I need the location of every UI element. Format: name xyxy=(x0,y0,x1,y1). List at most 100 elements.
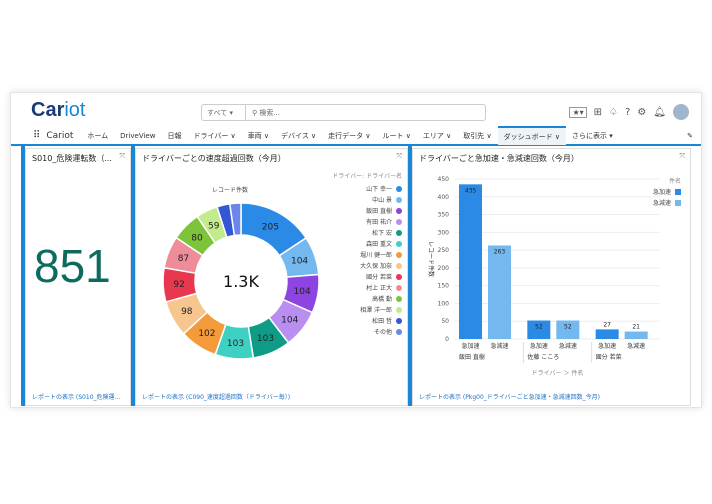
panel-accel: ドライバーごと急加速・急減速回数（今月） ⤧ 0 50 100 150 200 250 30… xyxy=(412,148,691,406)
legend-swatch xyxy=(675,189,681,195)
y-tick-label: 450 xyxy=(438,176,450,183)
edit-nav-icon[interactable]: ✎ xyxy=(687,131,693,140)
nav-item[interactable]: 車両 ∨ xyxy=(247,131,270,140)
x-category-label: 急加速 xyxy=(461,342,479,350)
panel-title: S010_危険運転数（... xyxy=(32,154,112,163)
legend-label: 國分 若菜 xyxy=(366,274,392,281)
bar-value-label: 263 xyxy=(494,248,506,255)
donut-slice xyxy=(228,202,242,237)
legend-swatch xyxy=(396,218,402,225)
legend-item[interactable]: 有田 祐介 xyxy=(332,216,402,227)
legend-item[interactable]: 相澤 洋一郎 xyxy=(332,304,402,315)
legend-swatch xyxy=(396,273,402,280)
legend-swatch xyxy=(396,251,402,258)
legend-item[interactable]: 堀川 健一郎 xyxy=(332,249,402,260)
legend-item[interactable]: 村上 正大 xyxy=(332,282,402,293)
view-report-link[interactable]: レポートの表示 (Pkg00_ドライバーごと急加速・急減速回数_今月) xyxy=(419,394,601,401)
search-scope-select[interactable]: すべて ▾ xyxy=(202,105,246,120)
legend-item[interactable]: 松下 宏 xyxy=(332,227,402,238)
legend-label: 中山 景 xyxy=(372,197,392,204)
legend-label: 松田 哲 xyxy=(372,318,392,325)
legend-label: 高橋 勤 xyxy=(372,296,392,303)
gear-icon[interactable]: ⚙ xyxy=(637,106,647,118)
slice-label: 102 xyxy=(198,329,215,339)
bar-value-label: 52 xyxy=(564,324,572,331)
legend-swatch xyxy=(396,185,402,192)
legend-item[interactable]: 國分 若菜 xyxy=(332,271,402,282)
expand-icon[interactable]: ⤧ xyxy=(396,152,402,160)
legend-title: ドライバー: ドライバー名 xyxy=(332,173,402,180)
legend-swatch xyxy=(396,295,402,302)
nav-item[interactable]: ダッシュボード ∨ xyxy=(497,126,566,145)
expand-icon[interactable]: ⤧ xyxy=(119,152,125,160)
donut-legend: ドライバー: ドライバー名 山下 幸一中山 景飯田 直樹 有田 祐介 松下 宏森田 … xyxy=(332,171,402,337)
legend-label: 大久保 加奈 xyxy=(360,263,392,270)
avatar[interactable] xyxy=(673,104,689,120)
panel-title: ドライバーごと急加速・急減速回数（今月） xyxy=(419,154,579,163)
legend-swatch xyxy=(396,207,402,214)
x-category-label: 急減速 xyxy=(490,342,508,350)
global-header: Cariot すべて ▾ ⚲ 検索... ★▾ ⊞ ♤ ? ⚙ 🔔︎ xyxy=(11,93,701,127)
cariot-logo[interactable]: Cariot xyxy=(31,99,86,121)
panel-speeding: ドライバーごとの速度超過回数（今月） ⤧ レコード件数 205 104 104 104… xyxy=(135,148,408,406)
bar xyxy=(488,245,511,339)
slice-label: 103 xyxy=(257,334,274,344)
bar-value-label: 52 xyxy=(535,324,543,331)
donut-center-total: 1.3K xyxy=(223,272,259,291)
legend-item[interactable]: 中山 景 xyxy=(332,194,402,205)
slice-label: 80 xyxy=(191,233,203,243)
view-report-link[interactable]: レポートの表示 (C090_速度超過回数（ドライバー毎）) xyxy=(142,394,291,401)
add-icon[interactable]: ⊞ xyxy=(593,106,603,118)
legend-item[interactable]: 山下 幸一 xyxy=(332,183,402,194)
legend-item[interactable]: 高橋 勤 xyxy=(332,293,402,304)
y-tick-label: 250 xyxy=(438,247,450,254)
legend-item[interactable]: 松田 哲 xyxy=(332,315,402,326)
slice-label: 205 xyxy=(262,222,279,232)
trailhead-icon[interactable]: ♤ xyxy=(609,106,619,118)
nav-bar: ⠿ Cariot ホーム DriveView 日報 ドライバー ∨ 車両 ∨ デバイス ∨… xyxy=(11,126,701,146)
slice-label: 92 xyxy=(173,280,184,290)
nav-item[interactable]: エリア ∨ xyxy=(422,131,452,140)
app-launcher-icon[interactable]: ⠿ xyxy=(33,130,41,141)
panel-accent xyxy=(408,146,412,406)
nav-item[interactable]: 走行データ ∨ xyxy=(328,131,371,140)
legend-label: 森田 重文 xyxy=(366,241,392,248)
x-category-label: 急加速 xyxy=(530,342,548,350)
panel-title: ドライバーごとの速度超過回数（今月） xyxy=(142,154,286,163)
legend-label: 山下 幸一 xyxy=(366,186,392,193)
nav-item[interactable]: さらに表示 ▾ xyxy=(571,131,613,140)
nav-item[interactable]: DriveView xyxy=(120,131,156,140)
nav-item[interactable]: デバイス ∨ xyxy=(281,131,317,140)
x-category-label: 急減速 xyxy=(627,342,645,350)
nav-item[interactable]: ホーム xyxy=(87,131,109,140)
y-tick-label: 300 xyxy=(438,229,450,236)
nav-item[interactable]: 日報 xyxy=(167,131,182,140)
bar xyxy=(459,184,482,339)
y-tick-label: 400 xyxy=(438,194,450,201)
legend-swatch xyxy=(396,229,402,236)
favorite-star-icon[interactable]: ★▾ xyxy=(569,106,587,118)
legend-label: 急加速 xyxy=(653,188,671,196)
legend-item[interactable]: 森田 重文 xyxy=(332,238,402,249)
y-axis-label: レコード件数 xyxy=(427,241,435,277)
nav-item[interactable]: 取引先 ∨ xyxy=(463,131,492,140)
legend-swatch xyxy=(396,306,402,313)
legend-item[interactable]: 大久保 加奈 xyxy=(332,260,402,271)
bar xyxy=(556,320,580,339)
nav-item[interactable]: ルート ∨ xyxy=(382,131,411,140)
legend-item[interactable]: その他 xyxy=(332,326,402,337)
bar-value-label: 21 xyxy=(632,324,640,331)
bell-icon[interactable]: 🔔︎ xyxy=(653,106,666,118)
legend-swatch xyxy=(396,284,402,291)
legend-item[interactable]: 飯田 直樹 xyxy=(332,205,402,216)
expand-icon[interactable]: ⤧ xyxy=(679,152,685,160)
view-report-link[interactable]: レポートの表示 (S010_危険運... xyxy=(32,394,121,401)
help-icon[interactable]: ? xyxy=(625,106,631,118)
search-input[interactable]: 検索... xyxy=(259,108,281,117)
panel-accent xyxy=(131,146,135,406)
bar xyxy=(595,329,619,339)
global-search[interactable]: すべて ▾ ⚲ 検索... xyxy=(201,104,486,121)
legend-swatch xyxy=(675,200,681,206)
legend-label: 村上 正大 xyxy=(366,285,392,292)
nav-item[interactable]: ドライバー ∨ xyxy=(193,131,236,140)
